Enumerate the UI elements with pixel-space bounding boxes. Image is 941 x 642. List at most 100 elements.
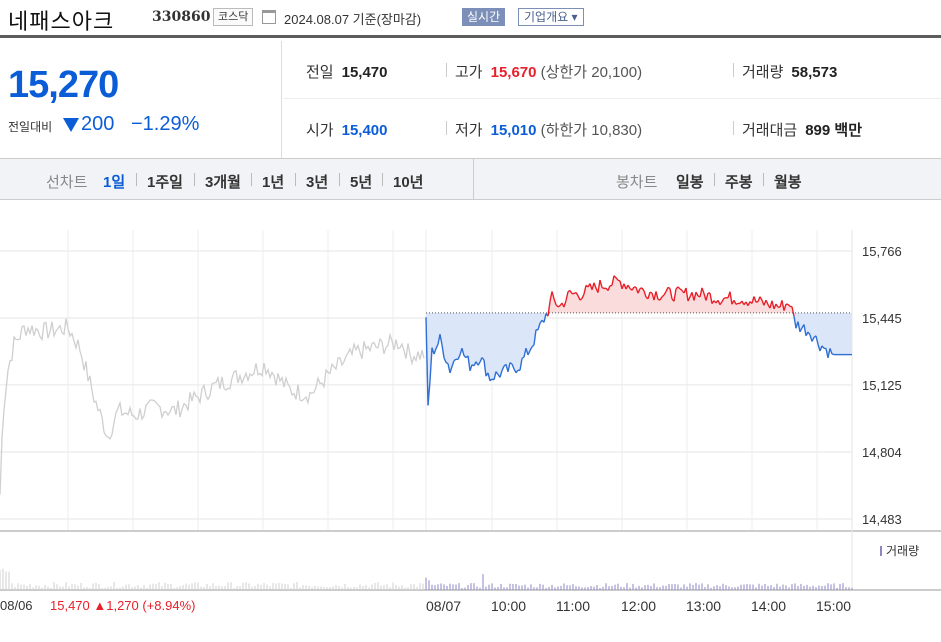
price-segment bbox=[793, 316, 797, 329]
price-segment bbox=[521, 356, 525, 360]
price-segment bbox=[791, 306, 795, 317]
price-segment bbox=[827, 348, 831, 359]
divider bbox=[733, 121, 734, 135]
period-1w[interactable]: 1주일 bbox=[147, 174, 183, 191]
period-1y[interactable]: 1년 bbox=[262, 174, 285, 191]
low-cell: 저가 15,010 (하한가 10,830) bbox=[455, 119, 642, 140]
price-segment bbox=[443, 357, 447, 363]
info-row: 전일 15,470 고가 15,670 (상한가 20,100) 거래량 58,573 bbox=[283, 41, 941, 99]
candle-monthly[interactable]: 월봉 bbox=[774, 174, 802, 191]
price-segment bbox=[799, 327, 803, 333]
price-segment bbox=[489, 378, 493, 382]
price-segment bbox=[673, 288, 677, 302]
period-3y[interactable]: 3년 bbox=[306, 174, 329, 191]
price-segment bbox=[773, 303, 777, 310]
divider bbox=[714, 173, 715, 186]
price-segment bbox=[775, 303, 779, 308]
price-segment bbox=[627, 284, 631, 289]
price-segment bbox=[759, 296, 763, 301]
amount-label: 거래대금 bbox=[742, 122, 798, 139]
price-segment bbox=[439, 334, 443, 345]
price-segment bbox=[429, 347, 433, 382]
price-segment bbox=[531, 344, 535, 348]
price-segment bbox=[661, 294, 665, 298]
prev-day-series bbox=[0, 318, 425, 495]
price-segment bbox=[611, 275, 615, 286]
price-segment bbox=[819, 345, 823, 352]
price-lines bbox=[425, 275, 852, 406]
price-segment bbox=[693, 291, 697, 301]
price-segment bbox=[501, 365, 505, 371]
divider bbox=[251, 173, 252, 186]
price-segment bbox=[635, 286, 639, 294]
info-row: 시가 15,400 저가 15,010 (하한가 10,830) 거래대금 899 백… bbox=[283, 99, 941, 157]
open-value: 15,400 bbox=[341, 122, 388, 139]
price-segment bbox=[493, 371, 497, 381]
y-tick-label: 14,804 bbox=[862, 445, 902, 460]
price-segment bbox=[751, 296, 755, 304]
price-segment bbox=[729, 291, 733, 305]
amount-value: 899 백만 bbox=[805, 122, 862, 139]
price-segment bbox=[453, 358, 457, 362]
price-segment bbox=[657, 298, 661, 301]
price-segment bbox=[467, 355, 471, 371]
price-segment bbox=[569, 290, 573, 295]
price-segment bbox=[829, 348, 833, 355]
price-segment bbox=[449, 366, 453, 374]
stock-header: 네패스아크 330860 코스닥 2024.08.07 기준(장마감) 실시간 … bbox=[0, 0, 941, 38]
volume-label: 거래량 bbox=[742, 64, 784, 81]
price-segment bbox=[575, 292, 579, 297]
price-segment bbox=[525, 348, 529, 356]
y-tick-label: 15,125 bbox=[862, 378, 902, 393]
realtime-button[interactable]: 실시간 bbox=[462, 8, 506, 26]
divider bbox=[733, 63, 734, 77]
price-segment bbox=[593, 282, 597, 289]
company-overview-button[interactable]: 기업개요 ▾ bbox=[518, 8, 584, 26]
period-5y[interactable]: 5년 bbox=[350, 174, 373, 191]
price-segment bbox=[583, 285, 587, 295]
above-reference-fill bbox=[426, 275, 852, 313]
period-3m[interactable]: 3개월 bbox=[205, 174, 241, 191]
candle-weekly[interactable]: 주봉 bbox=[725, 174, 753, 191]
price-segment bbox=[831, 353, 835, 356]
price-segment bbox=[463, 355, 467, 359]
price-segment bbox=[507, 362, 511, 372]
price-segment bbox=[479, 357, 483, 363]
price-segment bbox=[669, 288, 673, 300]
price-segment bbox=[679, 288, 683, 291]
volume-cell: 거래량 58,573 bbox=[742, 61, 837, 82]
price-segment bbox=[685, 287, 689, 302]
price-segment bbox=[677, 286, 681, 290]
date-text: 2024.08.07 기준(장마감) bbox=[284, 12, 422, 27]
x-label-1300: 13:00 bbox=[686, 598, 722, 614]
prev-close-label: 전일 bbox=[306, 64, 334, 81]
prev-day-line bbox=[0, 318, 425, 495]
y-tick-label: 15,766 bbox=[862, 244, 902, 259]
change-value: 200 bbox=[81, 113, 115, 135]
prev-close-cell: 전일 15,470 bbox=[306, 61, 388, 82]
price-segment bbox=[723, 297, 727, 299]
price-segment bbox=[615, 277, 619, 281]
open-cell: 시가 15,400 bbox=[306, 119, 388, 140]
price-segment bbox=[591, 282, 595, 290]
volume-legend: 거래량 bbox=[880, 542, 919, 559]
price-segment bbox=[631, 286, 635, 291]
price-segment bbox=[447, 363, 451, 374]
price-segment bbox=[735, 302, 739, 305]
price-info-grid: 전일 15,470 고가 15,670 (상한가 20,100) 거래량 58,573… bbox=[283, 41, 941, 158]
price-segment bbox=[721, 297, 725, 303]
price-segment bbox=[821, 345, 825, 349]
price-segment bbox=[533, 329, 537, 346]
price-segment bbox=[537, 323, 541, 331]
line-chart-label: 선차트 bbox=[46, 174, 88, 191]
price-segment bbox=[425, 317, 429, 406]
price-segment bbox=[597, 279, 601, 293]
candle-daily[interactable]: 일봉 bbox=[676, 174, 704, 191]
price-segment bbox=[519, 358, 523, 371]
price-segment bbox=[699, 287, 703, 298]
price-segment bbox=[753, 296, 757, 303]
period-10y[interactable]: 10년 bbox=[393, 174, 424, 191]
price-segment bbox=[579, 297, 583, 301]
period-1d[interactable]: 1일 bbox=[103, 174, 126, 191]
